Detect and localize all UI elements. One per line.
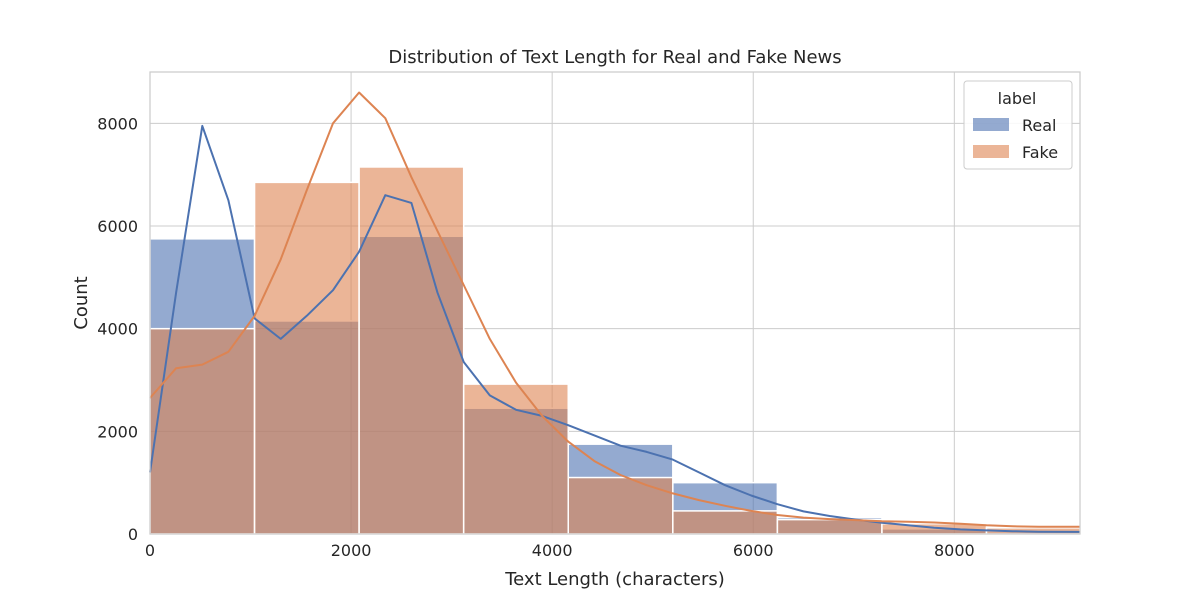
chart-title: Distribution of Text Length for Real and… [388,47,841,68]
legend: label Real Fake [963,80,1073,170]
legend-label-real: Real [1022,116,1057,135]
bar-fake-0 [149,327,256,535]
legend-title: label [998,89,1037,108]
y-tick-label-0: 0 [128,525,138,544]
x-tick-label-0: 0 [145,541,155,560]
x-tick-label-2: 4000 [532,541,573,560]
x-tick-label-3: 6000 [733,541,774,560]
legend-swatch-real [973,118,1009,131]
y-tick-label-2: 4000 [97,320,138,339]
legend-swatch-fake [973,145,1009,158]
bar-fake-1 [253,181,360,535]
kde-line-fake [149,91,1080,528]
y-tick-label-1: 2000 [97,422,138,441]
kde-lines [149,91,1081,533]
x-tick-label-1: 2000 [331,541,372,560]
y-axis-ticks: 0 2000 4000 6000 8000 [97,114,138,544]
x-tick-label-4: 8000 [934,541,975,560]
y-axis-label: Count [71,276,92,329]
x-axis-ticks: 0 2000 4000 6000 8000 [145,541,975,560]
bar-fake-5 [672,510,779,535]
y-tick-label-3: 6000 [97,217,138,236]
bar-fake-2 [358,166,465,535]
bar-fake-4 [567,476,674,535]
legend-label-fake: Fake [1022,143,1058,162]
x-axis-label: Text Length (characters) [504,569,725,590]
bar-fake-3 [462,383,569,535]
bars-fake [149,166,1081,535]
kde-line-real [149,124,1081,533]
plot-frame [149,71,1081,535]
y-tick-label-4: 8000 [97,114,138,133]
